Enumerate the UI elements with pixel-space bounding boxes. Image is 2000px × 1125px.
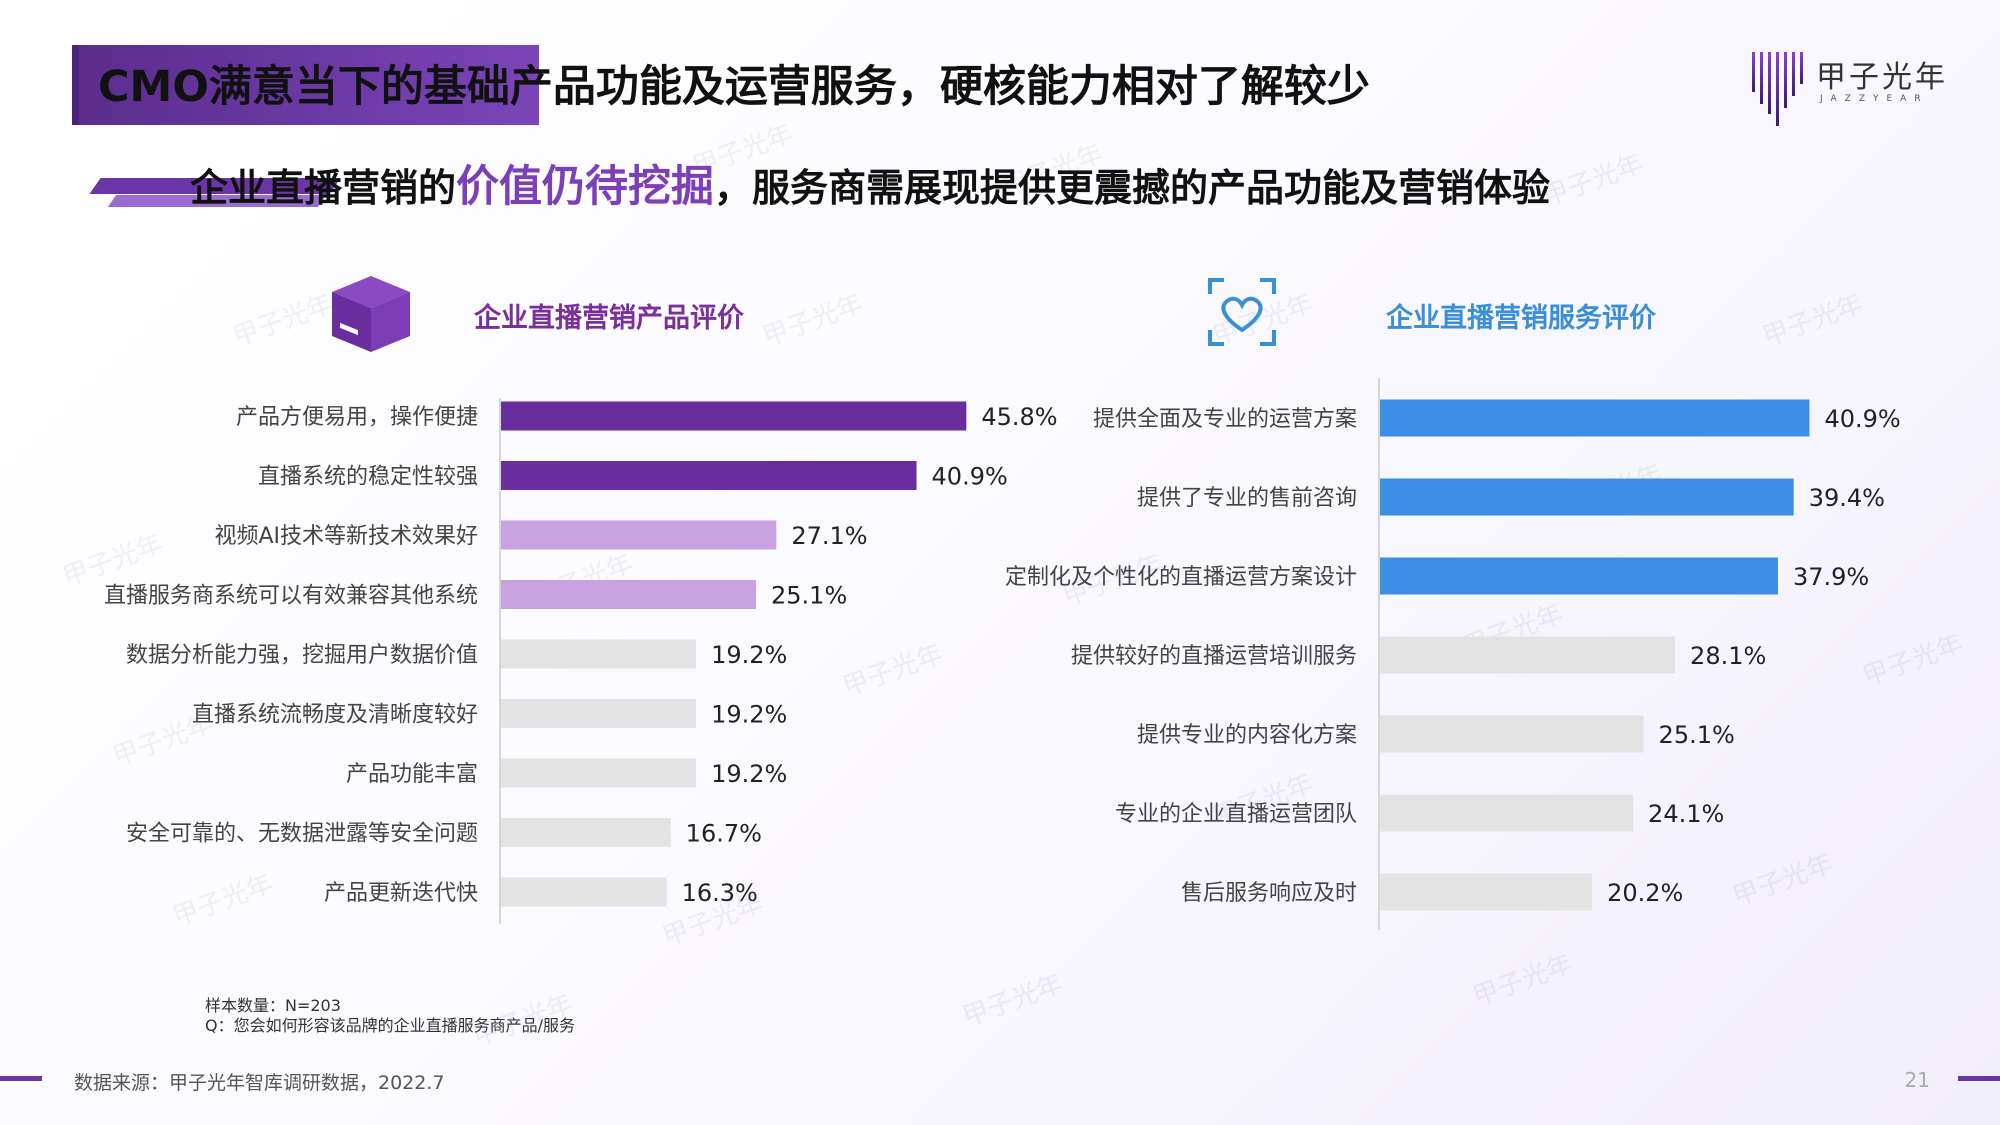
service-category-label: 提供专业的内容化方案 — [1137, 723, 1357, 748]
service-bar — [1380, 478, 1794, 516]
product-value-label: 27.1% — [791, 522, 867, 550]
subtitle-highlight: 价值仍待挖掘 — [456, 162, 715, 212]
service-category-label: 定制化及个性化的直播运营方案设计 — [1005, 565, 1357, 590]
product-bar — [501, 461, 917, 490]
product-category-label: 直播系统的稳定性较强 — [258, 465, 478, 490]
footer-accent-left — [0, 1076, 42, 1081]
survey-question-note: Q：您会如何形容该品牌的企业直播服务商产品/服务 — [205, 1016, 575, 1035]
product-category-label: 视频AI技术等新技术效果好 — [214, 524, 478, 549]
service-value-label: 39.4% — [1809, 484, 1885, 512]
product-category-label: 产品方便易用，操作便捷 — [236, 405, 478, 430]
product-bar — [501, 639, 697, 669]
data-source: 数据来源：甲子光年智库调研数据，2022.7 — [74, 1072, 445, 1094]
product-bar — [501, 699, 697, 728]
service-category-label: 专业的企业直播运营团队 — [1115, 802, 1357, 827]
product-category-label: 产品功能丰富 — [346, 762, 478, 787]
product-value-label: 16.7% — [686, 820, 762, 848]
product-bar — [501, 758, 697, 788]
subtitle-suffix: ，服务商需展现提供更震撼的产品功能及营销体验 — [714, 166, 1551, 210]
subtitle-prefix: 企业直播营销的 — [190, 166, 457, 210]
product-bar — [501, 818, 671, 847]
service-category-label: 提供全面及专业的运营方案 — [1093, 407, 1357, 432]
product-category-label: 产品更新迭代快 — [324, 881, 478, 906]
product-category-label: 数据分析能力强，挖掘用户数据价值 — [126, 643, 478, 668]
product-value-label: 19.2% — [711, 701, 787, 729]
product-panel-title: 企业直播营销产品评价 — [474, 303, 744, 334]
service-value-label: 37.9% — [1793, 563, 1869, 591]
service-category-label: 售后服务响应及时 — [1181, 881, 1357, 906]
service-value-label: 40.9% — [1824, 405, 1900, 433]
service-value-label: 25.1% — [1659, 721, 1735, 749]
product-bar — [501, 580, 757, 609]
page-number: 21 — [1904, 1068, 1930, 1092]
logo-text: 甲子光年 — [1816, 60, 1948, 95]
product-category-label: 直播服务商系统可以有效兼容其他系统 — [104, 584, 478, 609]
service-bar — [1380, 873, 1593, 911]
jazzyear-logo-icon — [1752, 52, 1803, 126]
sample-size-note: 样本数量：N=203 — [205, 996, 341, 1015]
service-panel-title: 企业直播营销服务评价 — [1386, 303, 1656, 334]
product-value-label: 16.3% — [682, 879, 758, 907]
service-category-label: 提供了专业的售前咨询 — [1137, 486, 1357, 511]
heart-scan-icon — [1208, 278, 1276, 346]
product-value-label: 45.8% — [981, 403, 1057, 431]
product-bar — [501, 520, 777, 550]
logo-subtext: JAZZYEAR — [1820, 94, 1929, 104]
product-bar — [501, 401, 967, 431]
title-highlight-bar — [72, 45, 539, 125]
service-bar — [1380, 794, 1634, 832]
page-title: CMO满意当下的基础产品功能及运营服务，硬核能力相对了解较少 — [98, 62, 1370, 112]
service-bar — [1380, 557, 1778, 595]
service-value-label: 24.1% — [1648, 800, 1724, 828]
service-bar — [1380, 715, 1644, 753]
product-value-label: 25.1% — [771, 582, 847, 610]
service-bar — [1380, 636, 1676, 674]
product-category-label: 安全可靠的、无数据泄露等安全问题 — [126, 822, 478, 847]
service-value-label: 28.1% — [1690, 642, 1766, 670]
product-category-label: 直播系统流畅度及清晰度较好 — [192, 703, 478, 728]
product-value-label: 19.2% — [711, 641, 787, 669]
service-category-label: 提供较好的直播运营培训服务 — [1071, 644, 1357, 669]
box-icon — [332, 276, 410, 352]
brand-logo: 甲子光年 JAZZYEAR — [1748, 48, 1948, 128]
product-bar — [501, 877, 667, 907]
footer-accent-right — [1958, 1076, 2000, 1081]
page-subtitle: 企业直播营销的价值仍待挖掘，服务商需展现提供更震撼的产品功能及营销体验 — [190, 152, 1550, 214]
service-value-label: 20.2% — [1607, 879, 1683, 907]
service-bar — [1380, 399, 1810, 437]
product-value-label: 19.2% — [711, 760, 787, 788]
product-value-label: 40.9% — [932, 463, 1008, 491]
